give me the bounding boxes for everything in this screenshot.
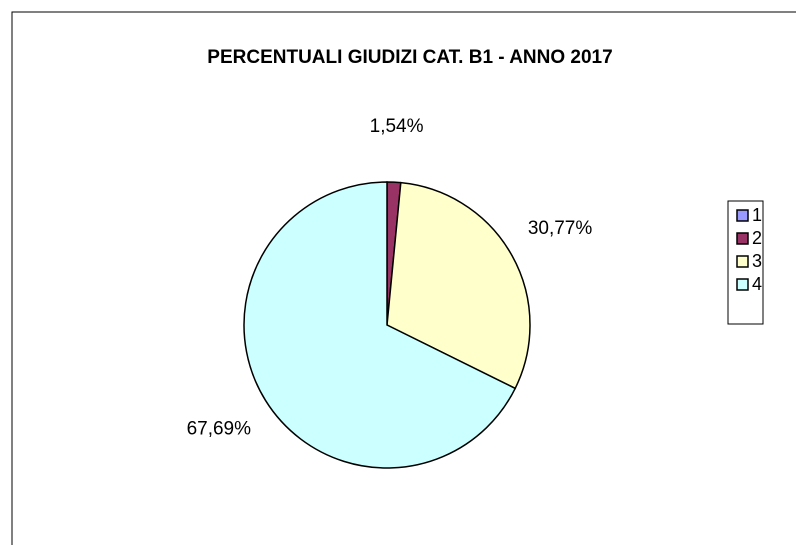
legend-label: 2 bbox=[752, 228, 762, 248]
data-label: 1,54% bbox=[370, 116, 424, 137]
chart-title: PERCENTUALI GIUDIZI CAT. B1 - ANNO 2017 bbox=[207, 47, 612, 68]
legend-swatch bbox=[736, 209, 749, 222]
pie-slice bbox=[243, 181, 517, 469]
legend-label: 1 bbox=[752, 205, 762, 225]
legend-label: 4 bbox=[752, 274, 762, 294]
legend-label: 3 bbox=[752, 251, 762, 271]
legend-swatch bbox=[736, 278, 749, 291]
legend-swatch bbox=[736, 232, 749, 245]
data-label: 67,69% bbox=[187, 418, 252, 439]
legend-swatch bbox=[736, 255, 749, 268]
pie-slice bbox=[386, 181, 531, 390]
data-label: 30,77% bbox=[528, 218, 593, 239]
